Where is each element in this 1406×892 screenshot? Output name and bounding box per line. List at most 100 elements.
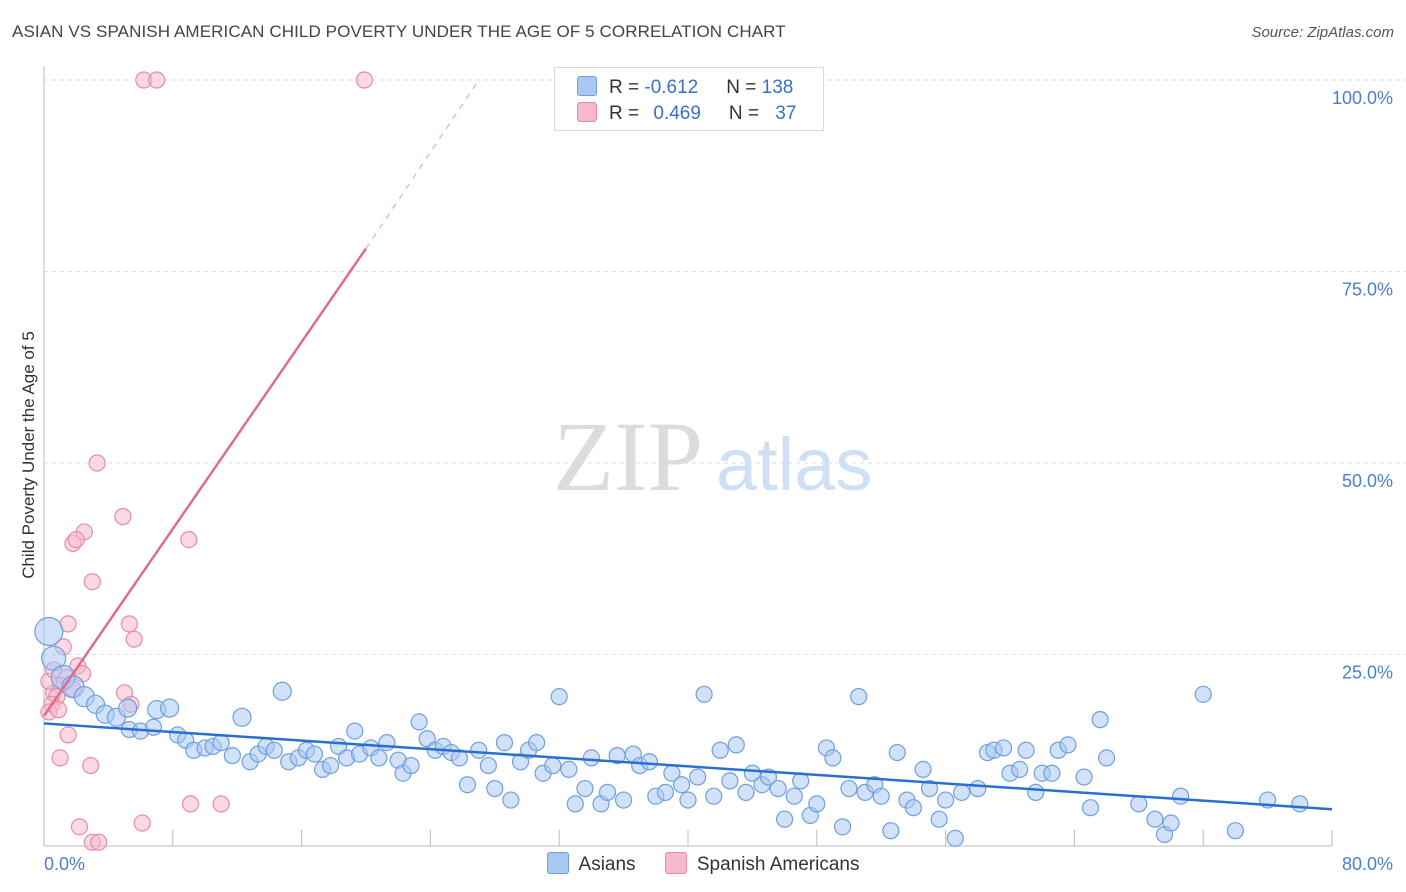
asian-point-51 bbox=[479, 756, 497, 775]
asian-point-124 bbox=[1081, 799, 1100, 817]
asian-point-114 bbox=[994, 739, 1013, 757]
legend-row-asians: R = -0.612 N = 138 bbox=[577, 76, 793, 100]
asian-point-82 bbox=[727, 736, 745, 754]
asian-point-118 bbox=[1027, 783, 1045, 801]
spanish-r-value: 0.469 bbox=[653, 103, 701, 124]
grid-lines bbox=[44, 79, 1406, 655]
asian-point-61 bbox=[560, 760, 578, 779]
asian-point-30 bbox=[305, 745, 324, 763]
asian-point-79 bbox=[705, 787, 723, 805]
spanish-point-11 bbox=[120, 615, 138, 633]
asians-n-label: N = bbox=[726, 77, 762, 98]
legend-swatch-spanish bbox=[664, 852, 687, 874]
asian-point-131 bbox=[1172, 787, 1190, 805]
asian-point-32 bbox=[321, 756, 340, 775]
spanish-trend-line bbox=[42, 247, 368, 717]
asian-point-106 bbox=[920, 779, 939, 798]
asians-trend-line bbox=[43, 722, 1333, 811]
asian-point-77 bbox=[689, 768, 707, 786]
asian-point-117 bbox=[1017, 741, 1035, 759]
y-tick-label-0: 25.0% bbox=[1342, 663, 1393, 683]
asian-point-126 bbox=[1097, 749, 1116, 767]
y-tick-label-1: 50.0% bbox=[1342, 471, 1393, 491]
asian-point-125 bbox=[1091, 711, 1109, 729]
asian-point-94 bbox=[824, 749, 842, 767]
asians-r-value: -0.612 bbox=[644, 77, 699, 98]
asian-point-123 bbox=[1075, 768, 1093, 786]
asian-point-20 bbox=[223, 747, 241, 765]
asian-point-76 bbox=[679, 791, 697, 809]
spanish-point-1 bbox=[148, 71, 166, 89]
spanish-swatch bbox=[577, 102, 597, 122]
asian-point-60 bbox=[550, 688, 568, 706]
asian-point-111 bbox=[969, 779, 987, 798]
spanish-point-26 bbox=[51, 749, 69, 767]
asian-point-0 bbox=[34, 616, 64, 647]
asian-point-71 bbox=[640, 753, 658, 771]
asian-point-57 bbox=[528, 733, 546, 752]
asian-points bbox=[34, 616, 1309, 847]
asian-point-66 bbox=[598, 783, 617, 801]
x-tick-label-1: 80.0% bbox=[1342, 854, 1393, 874]
watermark-atlas: atlas bbox=[716, 423, 872, 506]
spanish-point-25 bbox=[59, 726, 77, 744]
asian-point-135 bbox=[1291, 795, 1309, 813]
asian-point-11 bbox=[144, 718, 163, 736]
asians-swatch bbox=[577, 76, 597, 96]
asian-point-13 bbox=[159, 698, 180, 718]
asian-point-128 bbox=[1146, 810, 1164, 828]
spanish-point-4 bbox=[114, 508, 132, 526]
asian-point-130 bbox=[1162, 814, 1180, 832]
asian-point-21 bbox=[232, 707, 252, 727]
x-tick-label-0: 0.0% bbox=[44, 854, 85, 874]
y-axis-label: Child Poverty Under the Age of 5 bbox=[19, 331, 38, 579]
asian-point-132 bbox=[1194, 685, 1212, 703]
asian-point-63 bbox=[576, 779, 594, 798]
asian-point-80 bbox=[711, 741, 729, 759]
asian-point-38 bbox=[370, 749, 388, 767]
asian-point-53 bbox=[495, 733, 514, 752]
spanish-point-31 bbox=[133, 814, 151, 832]
asian-point-107 bbox=[930, 810, 948, 828]
y-tick-label-3: 100.0% bbox=[1332, 88, 1393, 108]
spanish-point-6 bbox=[180, 530, 198, 549]
correlation-legend: R = -0.612 N = 138 R = 0.469 N = 37 bbox=[554, 67, 824, 131]
spanish-point-9 bbox=[83, 573, 101, 591]
watermark: ZIP atlas bbox=[553, 401, 872, 512]
spanish-point-27 bbox=[82, 756, 100, 775]
asian-point-96 bbox=[840, 779, 858, 798]
asian-point-73 bbox=[656, 783, 675, 801]
asian-point-120 bbox=[1043, 764, 1061, 782]
asian-point-35 bbox=[346, 722, 364, 740]
asian-point-101 bbox=[882, 822, 900, 840]
chart-title: ASIAN VS SPANISH AMERICAN CHILD POVERTY … bbox=[12, 22, 786, 41]
spanish-point-29 bbox=[212, 795, 230, 813]
spanish-point-28 bbox=[181, 795, 200, 813]
asian-point-64 bbox=[582, 749, 601, 767]
series-legend: Asians Spanish Americans bbox=[0, 852, 1406, 876]
spanish-point-30 bbox=[70, 818, 89, 836]
spanish-trend-extension bbox=[365, 79, 480, 249]
asian-point-25 bbox=[265, 741, 283, 759]
spanish-point-22 bbox=[49, 701, 68, 719]
legend-item-spanish: Spanish Americans bbox=[664, 852, 859, 876]
asian-point-92 bbox=[808, 795, 826, 813]
legend-item-asians: Asians bbox=[546, 852, 636, 876]
spanish-point-8 bbox=[67, 530, 85, 549]
spanish-n-value: 37 bbox=[775, 103, 797, 124]
y-tick-label-2: 75.0% bbox=[1342, 280, 1393, 300]
chart-source: Source: ZipAtlas.com bbox=[1251, 24, 1394, 41]
asian-point-97 bbox=[850, 688, 868, 706]
asian-point-81 bbox=[721, 772, 739, 790]
asian-point-68 bbox=[614, 791, 633, 809]
asian-point-88 bbox=[775, 810, 794, 828]
asians-r-label: R = bbox=[609, 77, 645, 98]
asian-point-39 bbox=[378, 733, 396, 752]
asian-point-49 bbox=[458, 776, 477, 794]
asian-point-100 bbox=[872, 787, 890, 805]
spanish-r-label: R = bbox=[609, 103, 645, 124]
asian-point-116 bbox=[1011, 760, 1029, 779]
legend-row-spanish: R = 0.469 N = 37 bbox=[577, 102, 796, 126]
asian-point-75 bbox=[672, 776, 691, 794]
